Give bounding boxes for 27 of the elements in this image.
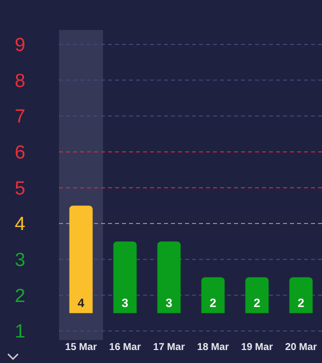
bar [69, 206, 93, 314]
y-tick-label: 7 [14, 106, 26, 128]
data-label: 3 [122, 296, 129, 310]
x-tick-label: 17 Mar [153, 342, 185, 353]
bar [289, 277, 313, 314]
x-tick-label: 20 Mar [285, 342, 317, 353]
data-label: 4 [78, 296, 85, 310]
y-tick-label: 8 [14, 70, 26, 92]
data-label: 2 [210, 296, 217, 310]
bar [113, 241, 137, 314]
data-label: 2 [298, 296, 305, 310]
y-tick-label: 4 [14, 214, 26, 236]
data-label: 2 [254, 296, 261, 310]
x-tick-label: 15 Mar [65, 342, 97, 353]
bar [201, 277, 225, 314]
x-tick-label: 19 Mar [241, 342, 273, 353]
y-tick-label: 2 [14, 286, 26, 307]
y-tick-label: 5 [14, 178, 26, 200]
x-tick-label: 18 Mar [197, 342, 229, 353]
bar [245, 277, 269, 314]
y-tick-label: 6 [14, 142, 26, 164]
data-label: 3 [166, 296, 173, 310]
x-tick-label: 16 Mar [109, 342, 141, 353]
y-tick-label: 9 [14, 34, 26, 56]
y-tick-label: 1 [14, 322, 26, 343]
y-tick-label: 3 [14, 250, 26, 272]
bar [157, 241, 181, 314]
